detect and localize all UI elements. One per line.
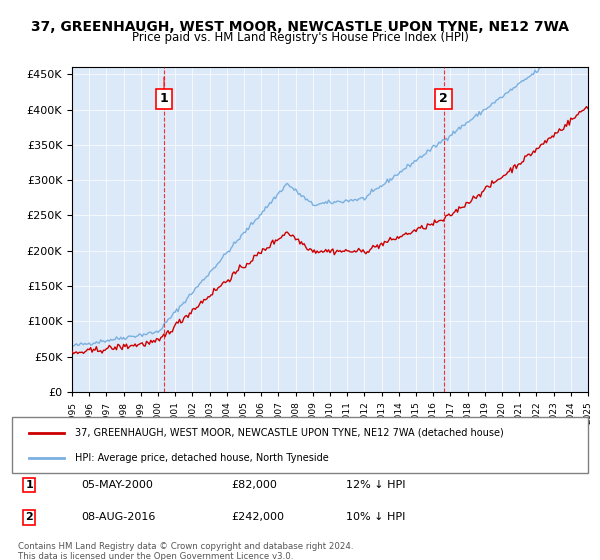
Text: 37, GREENHAUGH, WEST MOOR, NEWCASTLE UPON TYNE, NE12 7WA: 37, GREENHAUGH, WEST MOOR, NEWCASTLE UPO… xyxy=(31,20,569,34)
Text: Price paid vs. HM Land Registry's House Price Index (HPI): Price paid vs. HM Land Registry's House … xyxy=(131,31,469,44)
Text: 2: 2 xyxy=(439,92,448,105)
Text: 08-AUG-2016: 08-AUG-2016 xyxy=(81,512,155,522)
Text: 1: 1 xyxy=(25,480,33,490)
Text: 05-MAY-2000: 05-MAY-2000 xyxy=(81,480,153,490)
Text: 2: 2 xyxy=(25,512,33,522)
Text: £82,000: £82,000 xyxy=(231,480,277,490)
Text: This data is licensed under the Open Government Licence v3.0.: This data is licensed under the Open Gov… xyxy=(18,552,293,560)
Text: Contains HM Land Registry data © Crown copyright and database right 2024.: Contains HM Land Registry data © Crown c… xyxy=(18,542,353,551)
Text: 1: 1 xyxy=(160,92,169,105)
Text: 37, GREENHAUGH, WEST MOOR, NEWCASTLE UPON TYNE, NE12 7WA (detached house): 37, GREENHAUGH, WEST MOOR, NEWCASTLE UPO… xyxy=(76,428,504,438)
FancyBboxPatch shape xyxy=(12,417,588,473)
Text: 12% ↓ HPI: 12% ↓ HPI xyxy=(346,480,406,490)
Text: 10% ↓ HPI: 10% ↓ HPI xyxy=(346,512,406,522)
Text: HPI: Average price, detached house, North Tyneside: HPI: Average price, detached house, Nort… xyxy=(76,452,329,463)
Text: £242,000: £242,000 xyxy=(231,512,284,522)
